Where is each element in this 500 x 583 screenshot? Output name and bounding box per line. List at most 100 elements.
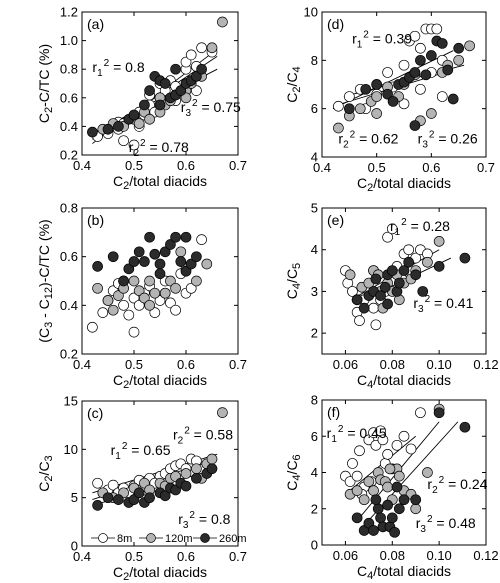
y-axis-label: C4/C6 xyxy=(284,454,303,490)
point-8m xyxy=(415,42,426,54)
r-subscript: 1 xyxy=(395,227,401,238)
y-axis-label-part: /C xyxy=(284,72,300,86)
r-squared-annotation: r32 = 0.8 xyxy=(178,510,230,531)
x-axis-label-part: /total diacids xyxy=(129,564,207,580)
panel-b: 0.4 0.5 0.6 0.70.20.40.60.8C2/total diacids… xyxy=(36,201,247,392)
point-260m xyxy=(343,103,355,115)
y-tick-label: 4 xyxy=(311,150,318,165)
panel-label: (f) xyxy=(327,404,340,420)
y-tick-label: 5 xyxy=(311,201,318,216)
point-8m xyxy=(391,439,403,451)
r-value: = 0.48 xyxy=(433,515,476,531)
point-120m xyxy=(344,269,356,281)
panel-label: (d) xyxy=(327,16,344,32)
point-260m xyxy=(144,492,155,504)
r-value: = 0.28 xyxy=(407,218,450,234)
y-tick-label: 1.2 xyxy=(60,5,78,20)
y-tick-label: 0.4 xyxy=(60,119,78,134)
r-subscript: 3 xyxy=(420,524,426,535)
point-8m xyxy=(343,91,355,102)
y-tick-label: 15 xyxy=(64,394,78,409)
r-squared-annotation: r22 = 0.78 xyxy=(129,138,189,159)
y-tick-label: 5 xyxy=(71,490,78,505)
point-8m xyxy=(398,98,410,110)
point-120m xyxy=(393,470,405,482)
r-value: = 0.58 xyxy=(190,427,233,443)
point-120m xyxy=(144,113,155,125)
point-260m xyxy=(154,258,166,270)
plot-frame xyxy=(81,207,239,355)
x-tick-label: 0.4 xyxy=(313,160,331,175)
point-260m xyxy=(389,526,400,538)
point-260m xyxy=(87,126,98,138)
point-260m xyxy=(139,256,150,267)
y-tick-label: 2 xyxy=(311,326,318,341)
y-axis-label-part: -C/TC (%) xyxy=(36,44,52,107)
y-axis-label-part: /C xyxy=(284,269,300,283)
y-axis-label: C2/C4 xyxy=(284,66,303,102)
point-260m xyxy=(123,263,135,275)
r-superscript: 2 xyxy=(192,98,198,109)
y-tick-label: 0.8 xyxy=(60,201,78,216)
r-value: = 0.65 xyxy=(127,442,170,458)
point-8m xyxy=(123,309,135,321)
x-tick-label: 0.6 xyxy=(177,357,195,372)
point-120m xyxy=(422,256,433,268)
point-8m xyxy=(118,135,129,147)
r-symbol: r xyxy=(427,476,432,492)
point-8m xyxy=(128,139,140,151)
point-260m xyxy=(118,275,129,287)
point-8m xyxy=(398,430,410,442)
x-axis-label-part: C xyxy=(113,372,123,388)
point-260m xyxy=(180,231,192,243)
point-8m xyxy=(415,407,426,419)
x-axis-label-part: C xyxy=(357,372,367,388)
point-8m xyxy=(185,49,197,61)
point-260m xyxy=(415,54,426,66)
point-260m xyxy=(409,120,421,131)
point-120m xyxy=(206,42,218,54)
point-260m xyxy=(113,121,124,132)
point-120m xyxy=(363,476,375,487)
point-260m xyxy=(372,503,384,515)
point-260m xyxy=(139,99,150,111)
x-tick-label: 0.12 xyxy=(473,357,498,372)
panel-a: 0.4 0.5 0.6 0.70.20.40.60.81.01.2C2/total d… xyxy=(36,5,247,193)
point-260m xyxy=(447,93,459,105)
x-tick-label: 0.12 xyxy=(473,548,498,563)
point-8m xyxy=(409,30,421,42)
y-axis-label-sub: 5 xyxy=(291,263,303,269)
point-260m xyxy=(351,512,363,524)
point-260m xyxy=(154,99,166,111)
r-squared-annotation: r22 = 0.58 xyxy=(173,426,233,447)
point-8m xyxy=(149,307,161,318)
point-260m xyxy=(386,512,398,524)
point-8m xyxy=(92,477,103,489)
point-8m xyxy=(87,321,98,333)
point-8m xyxy=(170,304,181,316)
r-superscript: 2 xyxy=(427,514,433,525)
point-120m xyxy=(191,275,202,287)
x-tick-label: 0.7 xyxy=(229,357,247,372)
point-120m xyxy=(170,282,181,294)
point-8m xyxy=(196,234,207,245)
point-8m xyxy=(382,449,393,460)
point-120m xyxy=(180,92,192,104)
y-tick-label: 0.2 xyxy=(60,347,78,362)
point-260m xyxy=(358,302,370,314)
r-symbol: r xyxy=(129,139,134,155)
r-symbol: r xyxy=(92,59,97,75)
y-axis-label-sub: 4 xyxy=(291,66,303,72)
y-tick-label: 0.6 xyxy=(60,249,78,264)
r-symbol: r xyxy=(338,131,343,147)
point-260m xyxy=(370,273,382,285)
y-axis-label-sub: 3 xyxy=(43,322,55,328)
point-120m xyxy=(133,118,145,129)
r-superscript: 2 xyxy=(350,130,356,141)
legend-marker-8m xyxy=(98,533,108,543)
point-120m xyxy=(217,407,228,418)
point-8m xyxy=(415,83,426,95)
point-8m xyxy=(370,439,382,451)
point-120m xyxy=(371,91,383,102)
